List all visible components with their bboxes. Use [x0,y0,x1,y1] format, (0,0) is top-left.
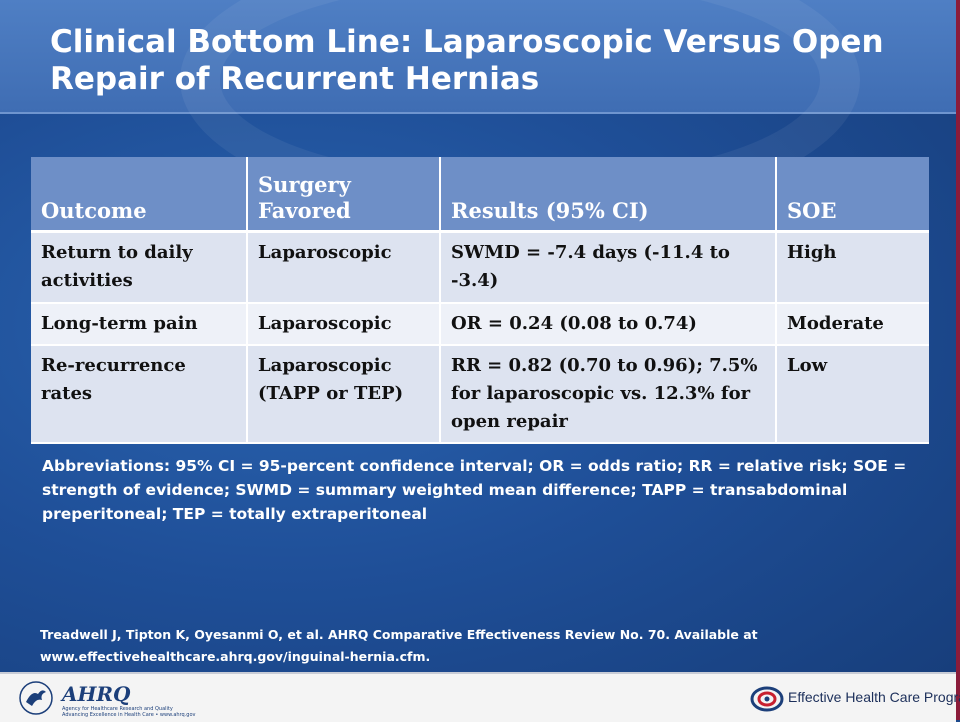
table-header-row: Outcome Surgery Favored Results (95% CI)… [31,157,929,233]
header-soe: SOE [776,157,929,233]
results-table: Outcome Surgery Favored Results (95% CI)… [31,157,929,444]
header-outcome: Outcome [31,157,248,233]
table-row: Return to daily activities Laparoscopic … [31,231,929,304]
ahrq-tagline-2: Advancing Excellence in Health Care • ww… [62,712,196,718]
ahrq-logo: AHRQ Agency for Healthcare Research and … [62,682,195,718]
cell-soe: Moderate [776,302,929,346]
table-row: Re-recurrence rates Laparoscopic (TAPP o… [31,344,929,444]
header-surgery-favored: Surgery Favored [247,157,441,233]
ehc-logo: Effective Health Care Program [750,682,960,716]
hhs-eagle-icon [19,681,53,715]
cell-results: SWMD = -7.4 days (-11.4 to -3.4) [440,231,777,304]
cell-surgery: Laparoscopic [247,302,441,346]
cell-surgery: Laparoscopic (TAPP or TEP) [247,344,441,444]
header-results: Results (95% CI) [440,157,777,233]
cell-surgery: Laparoscopic [247,231,441,304]
cell-outcome: Re-recurrence rates [31,344,248,444]
cell-soe: High [776,231,929,304]
cell-soe: Low [776,344,929,444]
ahrq-tagline: Agency for Healthcare Research and Quali… [62,706,173,712]
reference-citation: Treadwell J, Tipton K, Oyesanmi O, et al… [40,627,758,664]
ahrq-wordmark: AHRQ [62,682,131,706]
ehc-swirl-icon [750,686,784,712]
cell-results: RR = 0.82 (0.70 to 0.96); 7.5% for lapar… [440,344,777,444]
slide-title: Clinical Bottom Line: Laparoscopic Versu… [50,24,884,97]
ehc-program-label: Effective Health Care Program [788,689,960,705]
cell-results: OR = 0.24 (0.08 to 0.74) [440,302,777,346]
table-row: Long-term pain Laparoscopic OR = 0.24 (0… [31,302,929,346]
abbreviations-note: Abbreviations: 95% CI = 95-percent confi… [42,457,907,523]
footer-bar: AHRQ Agency for Healthcare Research and … [0,672,960,722]
cell-outcome: Return to daily activities [31,231,248,304]
cell-outcome: Long-term pain [31,302,248,346]
